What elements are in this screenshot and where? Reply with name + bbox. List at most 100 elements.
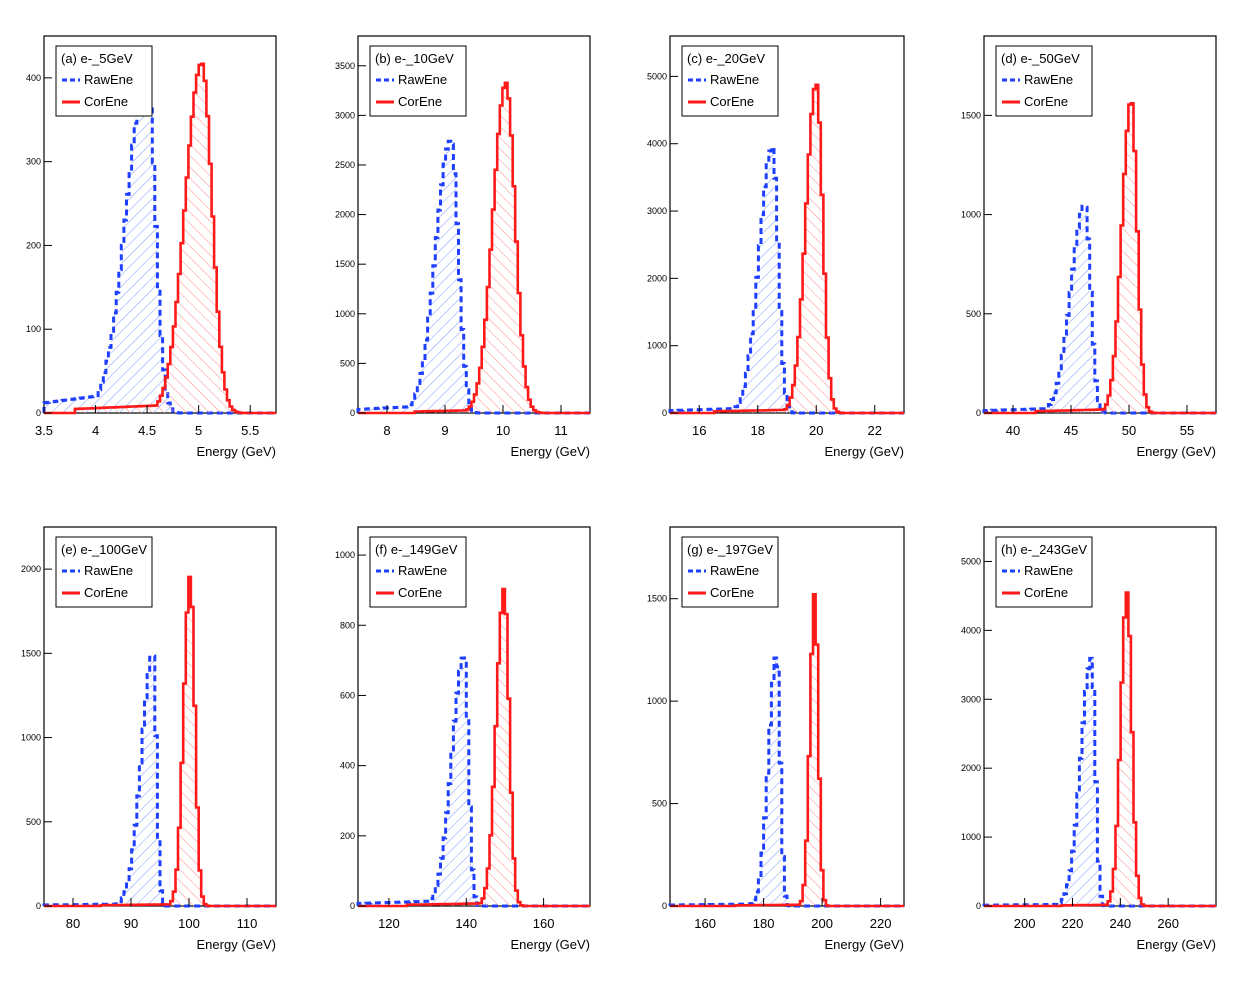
legend-entry-RawEne: RawEne [710,563,759,578]
chart-panel-6: 120 140 160 0 200 400 600 800 1000 Energy (GeV) (f… [335,526,591,952]
y-tick-label: 200 [26,240,41,250]
series-line-CorEne [984,102,1216,415]
y-tick-label: 3000 [961,694,981,704]
legend-entry-CorEne: CorEne [1024,94,1068,109]
y-tick-label: 0 [36,408,41,418]
legend-title: (g) e-_197GeV [687,542,773,557]
y-tick-label: 1500 [961,110,981,120]
y-tick-label: 3500 [335,61,355,71]
y-tick-label: 1000 [335,309,355,319]
x-tick-label: 110 [237,916,258,931]
y-tick-label: 2000 [961,763,981,773]
y-tick-label: 400 [340,761,355,771]
x-axis-label: Energy (GeV) [1137,444,1216,459]
y-tick-label: 1500 [647,594,667,604]
x-tick-label: 160 [533,916,555,931]
legend-entry-CorEne: CorEne [710,94,754,109]
chart-panel-1: 3.5 4 4.5 5 5.5 0 100 200 300 400 Energy (GeV) (a) … [26,35,277,459]
series-line-RawEne [668,146,904,415]
y-tick-label: 1000 [647,696,667,706]
series-line-CorEne [670,83,904,415]
legend-entry-RawEne: RawEne [1024,563,1073,578]
legend-box [55,45,153,117]
y-tick-label: 800 [340,620,355,630]
x-tick-label: 18 [751,423,765,438]
y-tick-label: 5000 [961,556,981,566]
x-tick-label: 160 [694,916,716,931]
x-tick-label: 45 [1064,423,1078,438]
chart-panel-2: 8 9 10 11 0 500 1000 1500 2000 2500 3000 3500 Energy… [335,35,591,459]
series-line-CorEne [358,81,590,415]
y-tick-label: 0 [662,901,667,911]
series-line-RawEne [982,204,1216,415]
x-tick-label: 10 [496,423,510,438]
legend-entry-RawEne: RawEne [84,563,133,578]
y-tick-label: 0 [662,408,667,418]
x-tick-label: 50 [1122,423,1136,438]
x-tick-label: 100 [178,916,200,931]
series-line-RawEne [42,72,276,415]
x-tick-label: 200 [811,916,833,931]
legend-title: (f) e-_149GeV [375,542,458,557]
x-axis-label: Energy (GeV) [825,937,904,952]
y-tick-label: 1000 [335,550,355,560]
chart-panel-5: 80 90 100 110 0 500 1000 1500 2000 Energy (GeV) (e… [21,526,277,952]
series-line-RawEne [982,656,1216,908]
series-line-RawEne [356,139,590,415]
y-tick-label: 1000 [647,341,667,351]
x-tick-label: 55 [1180,423,1194,438]
x-tick-label: 20 [809,423,823,438]
y-tick-label: 3000 [647,206,667,216]
y-tick-label: 2000 [21,564,41,574]
legend-entry-RawEne: RawEne [398,563,447,578]
x-tick-label: 220 [870,916,892,931]
y-tick-label: 4000 [647,139,667,149]
x-axis-label: Energy (GeV) [511,937,590,952]
x-tick-label: 16 [692,423,706,438]
x-tick-label: 3.5 [35,423,53,438]
y-tick-label: 4000 [961,625,981,635]
series-line-CorEne [44,575,276,908]
y-tick-label: 0 [976,408,981,418]
y-tick-label: 1000 [961,210,981,220]
legend-entry-CorEne: CorEne [398,585,442,600]
x-tick-label: 22 [868,423,882,438]
y-tick-label: 5000 [647,71,667,81]
y-tick-label: 2500 [335,160,355,170]
y-tick-label: 500 [26,817,41,827]
y-tick-label: 200 [340,831,355,841]
legend-title: (c) e-_20GeV [687,51,765,66]
x-tick-label: 120 [378,916,400,931]
y-tick-label: 2000 [335,210,355,220]
y-tick-label: 0 [976,901,981,911]
y-tick-label: 0 [36,901,41,911]
x-axis-label: Energy (GeV) [197,444,276,459]
x-tick-label: 200 [1014,916,1036,931]
x-tick-label: 220 [1062,916,1084,931]
legend-title: (b) e-_10GeV [375,51,454,66]
x-tick-label: 260 [1157,916,1179,931]
legend-entry-RawEne: RawEne [710,72,759,87]
y-tick-label: 1000 [21,733,41,743]
legend-entry-RawEne: RawEne [1024,72,1073,87]
y-tick-label: 1500 [335,259,355,269]
y-tick-label: 400 [26,73,41,83]
legend-title: (d) e-_50GeV [1001,51,1080,66]
series-line-RawEne [668,656,904,908]
y-tick-label: 1000 [961,832,981,842]
y-tick-label: 500 [340,358,355,368]
x-axis-label: Energy (GeV) [197,937,276,952]
y-tick-label: 100 [26,324,41,334]
legend-title: (e) e-_100GeV [61,542,147,557]
series-line-CorEne [358,587,590,908]
y-tick-label: 2000 [647,273,667,283]
x-tick-label: 11 [554,423,568,438]
chart-panel-4: 40 45 50 55 0 500 1000 1500 Energy (GeV) (d) e-_5… [961,35,1217,459]
y-tick-label: 600 [340,690,355,700]
series-line-CorEne [44,62,276,415]
x-tick-label: 40 [1006,423,1020,438]
x-tick-label: 180 [753,916,775,931]
legend-entry-CorEne: CorEne [398,94,442,109]
legend-entry-CorEne: CorEne [1024,585,1068,600]
